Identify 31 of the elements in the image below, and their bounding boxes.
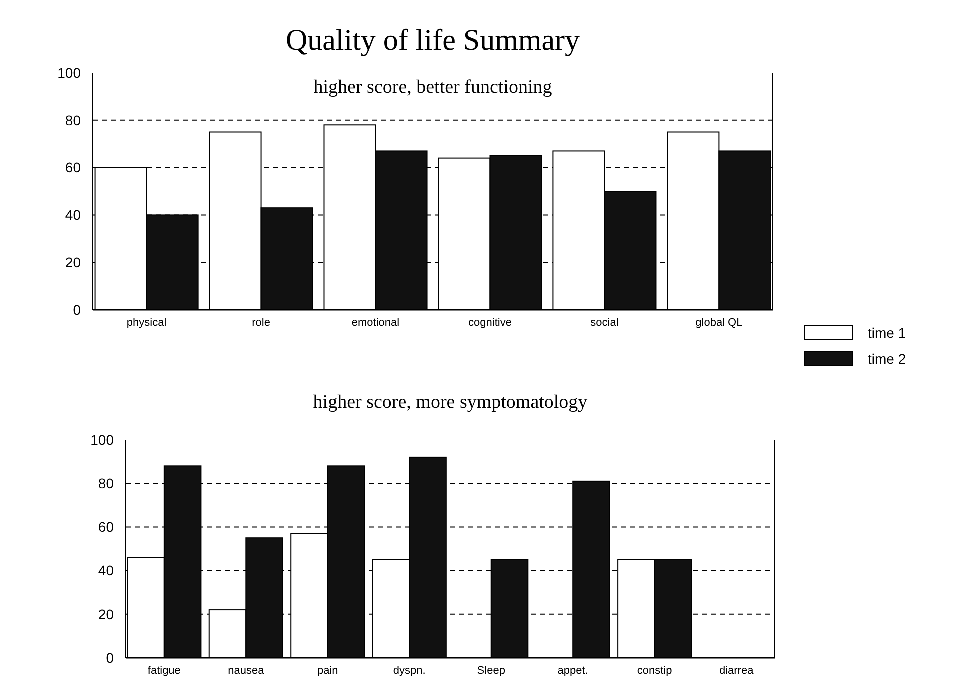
x-tick-label: global QL — [696, 317, 743, 329]
y-tick-label: 80 — [98, 476, 114, 492]
y-tick-label: 80 — [65, 112, 82, 128]
y-tick-label: 20 — [98, 606, 114, 622]
x-tick-label: role — [252, 317, 270, 329]
x-tick-label: social — [590, 317, 619, 329]
x-tick-label: cognitive — [468, 317, 512, 329]
y-tick-label: 0 — [73, 302, 82, 318]
x-tick-label: emotional — [352, 317, 400, 329]
x-tick-label: pain — [317, 665, 338, 677]
chart-title: Quality of life Summary — [286, 24, 580, 57]
x-tick-label: Sleep — [477, 665, 506, 677]
x-tick-label: constip — [637, 665, 672, 677]
y-tick-label: 20 — [65, 254, 82, 270]
y-tick-label: 100 — [58, 64, 82, 81]
y-tick-label: 40 — [65, 207, 82, 224]
x-tick-label: dyspn. — [393, 665, 426, 677]
x-tick-label: diarrea — [719, 665, 755, 677]
x-tick-label: fatigue — [148, 665, 181, 677]
y-tick-label: 60 — [65, 160, 82, 176]
chart-subtitle: higher score, more symptomatology — [313, 392, 588, 413]
x-tick-label: nausea — [228, 665, 266, 677]
chart-subtitle: higher score, better functioning — [314, 77, 553, 98]
y-tick-label: 40 — [98, 562, 114, 579]
y-tick-label: 0 — [106, 650, 114, 666]
y-tick-label: 60 — [98, 519, 114, 536]
x-tick-label: physical — [126, 317, 167, 329]
legend-label: time 2 — [868, 350, 906, 367]
y-tick-label: 100 — [90, 432, 114, 448]
legend-label: time 1 — [868, 324, 906, 341]
x-tick-label: appet. — [558, 665, 588, 677]
